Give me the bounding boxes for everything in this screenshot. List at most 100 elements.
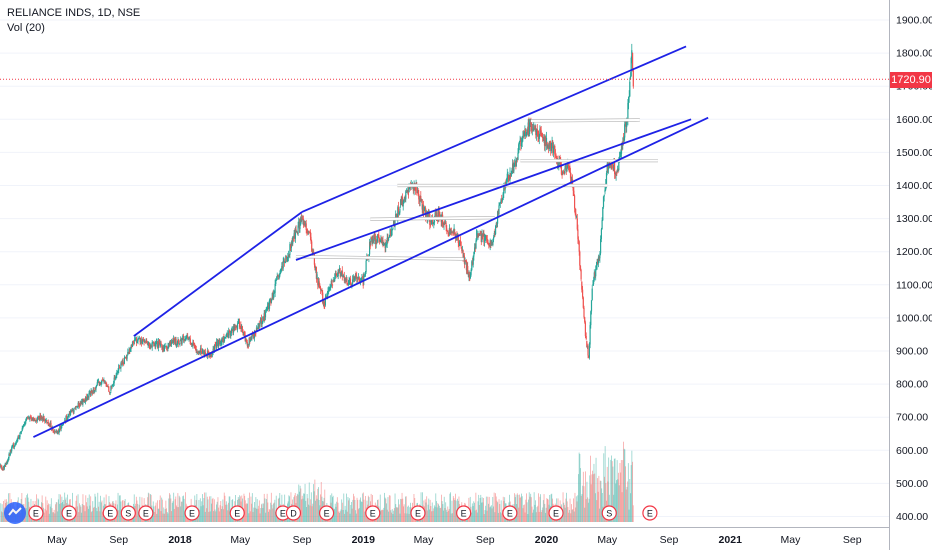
candle	[224, 336, 226, 339]
event-marker-E[interactable]: E	[365, 505, 381, 521]
volume-bar	[604, 446, 606, 522]
candle	[363, 272, 365, 286]
candle	[287, 252, 289, 263]
volume-bar	[164, 513, 165, 522]
volume-bar	[631, 450, 633, 522]
channel-line[interactable]	[295, 118, 692, 261]
volume-bar	[575, 496, 577, 522]
candle	[178, 338, 180, 348]
volume-bar	[572, 509, 574, 522]
candle	[495, 221, 497, 228]
event-marker-E[interactable]: E	[642, 505, 658, 521]
time-axis[interactable]	[0, 527, 889, 550]
volume-bar	[223, 492, 225, 522]
volume-bar	[538, 511, 540, 522]
volume-bar	[154, 512, 156, 522]
candle	[120, 361, 122, 372]
event-marker-E[interactable]: E	[548, 505, 564, 521]
volume-bar	[251, 493, 253, 522]
volume-bar	[536, 507, 538, 522]
volume-bar	[342, 510, 344, 522]
candle	[492, 238, 494, 247]
candle	[516, 157, 518, 167]
event-marker-E[interactable]: E	[102, 505, 118, 521]
candle	[118, 365, 121, 369]
candle	[4, 462, 6, 467]
candle	[143, 338, 145, 346]
volume-bar	[52, 512, 54, 522]
candle	[282, 257, 284, 271]
candle	[133, 340, 135, 346]
volume-bar	[318, 500, 320, 522]
candle	[473, 251, 475, 261]
event-marker-E[interactable]: E	[318, 505, 335, 521]
candle	[183, 336, 185, 344]
candle	[432, 222, 434, 225]
level-line[interactable]	[295, 255, 464, 260]
candle	[389, 227, 391, 238]
symbol-label[interactable]: RELIANCE INDS, 1D, NSE	[7, 7, 141, 19]
event-marker-E[interactable]: E	[275, 505, 291, 521]
event-marker-S[interactable]: S	[601, 505, 617, 521]
volume-bar	[386, 509, 388, 522]
candle	[298, 217, 300, 228]
channel-line[interactable]	[301, 45, 687, 213]
volume-bar	[502, 509, 503, 522]
event-marker-E[interactable]: E	[28, 505, 44, 521]
candle	[334, 273, 336, 282]
candle	[56, 429, 58, 434]
candle	[417, 188, 419, 197]
candle	[151, 340, 153, 351]
level-line[interactable]	[370, 216, 495, 221]
candle	[545, 136, 547, 147]
event-marker-E[interactable]: E	[410, 505, 426, 521]
volume-bar	[138, 511, 139, 522]
candle	[70, 409, 72, 413]
candle	[157, 341, 159, 350]
event-marker-D[interactable]: D	[285, 505, 302, 521]
volume-bar	[490, 506, 492, 522]
candle	[200, 344, 202, 354]
volume-bar	[601, 488, 603, 522]
channel-line[interactable]	[33, 116, 709, 438]
tradingview-logo-icon[interactable]	[4, 502, 26, 524]
event-marker-E[interactable]: E	[229, 505, 245, 521]
volume-bar	[262, 508, 264, 522]
event-marker-E[interactable]: E	[184, 505, 200, 521]
volume-bar	[88, 508, 89, 522]
event-marker-E[interactable]: E	[456, 505, 472, 521]
candle	[261, 321, 263, 328]
event-marker-E[interactable]: E	[502, 505, 518, 521]
volume-bar	[474, 510, 476, 522]
candle	[576, 214, 578, 231]
candle	[195, 345, 197, 351]
volume-bar	[379, 512, 380, 522]
candle	[332, 277, 334, 283]
candle	[443, 221, 445, 230]
event-marker-E[interactable]: E	[138, 505, 154, 521]
candle	[574, 207, 576, 216]
candle	[280, 268, 282, 273]
volume-bar	[364, 511, 366, 522]
candle	[552, 140, 554, 156]
volume-bar	[359, 499, 361, 522]
candle	[342, 274, 344, 278]
volume-bar	[176, 507, 178, 522]
volume-bar	[387, 497, 389, 522]
volume-bar	[426, 496, 428, 522]
event-label: E	[647, 509, 653, 519]
level-line[interactable]	[530, 118, 640, 122]
event-marker-S[interactable]: S	[120, 505, 136, 521]
candle	[153, 341, 155, 347]
volume-bar	[308, 482, 310, 522]
candle	[344, 277, 346, 284]
candle	[458, 241, 460, 251]
price-axis[interactable]	[889, 0, 932, 550]
candle	[163, 343, 165, 352]
volume-bar	[0, 503, 2, 522]
candle	[37, 415, 39, 420]
volume-indicator-label[interactable]: Vol (20)	[7, 22, 45, 34]
event-marker-E[interactable]: E	[61, 505, 77, 521]
channel-line[interactable]	[133, 211, 303, 337]
